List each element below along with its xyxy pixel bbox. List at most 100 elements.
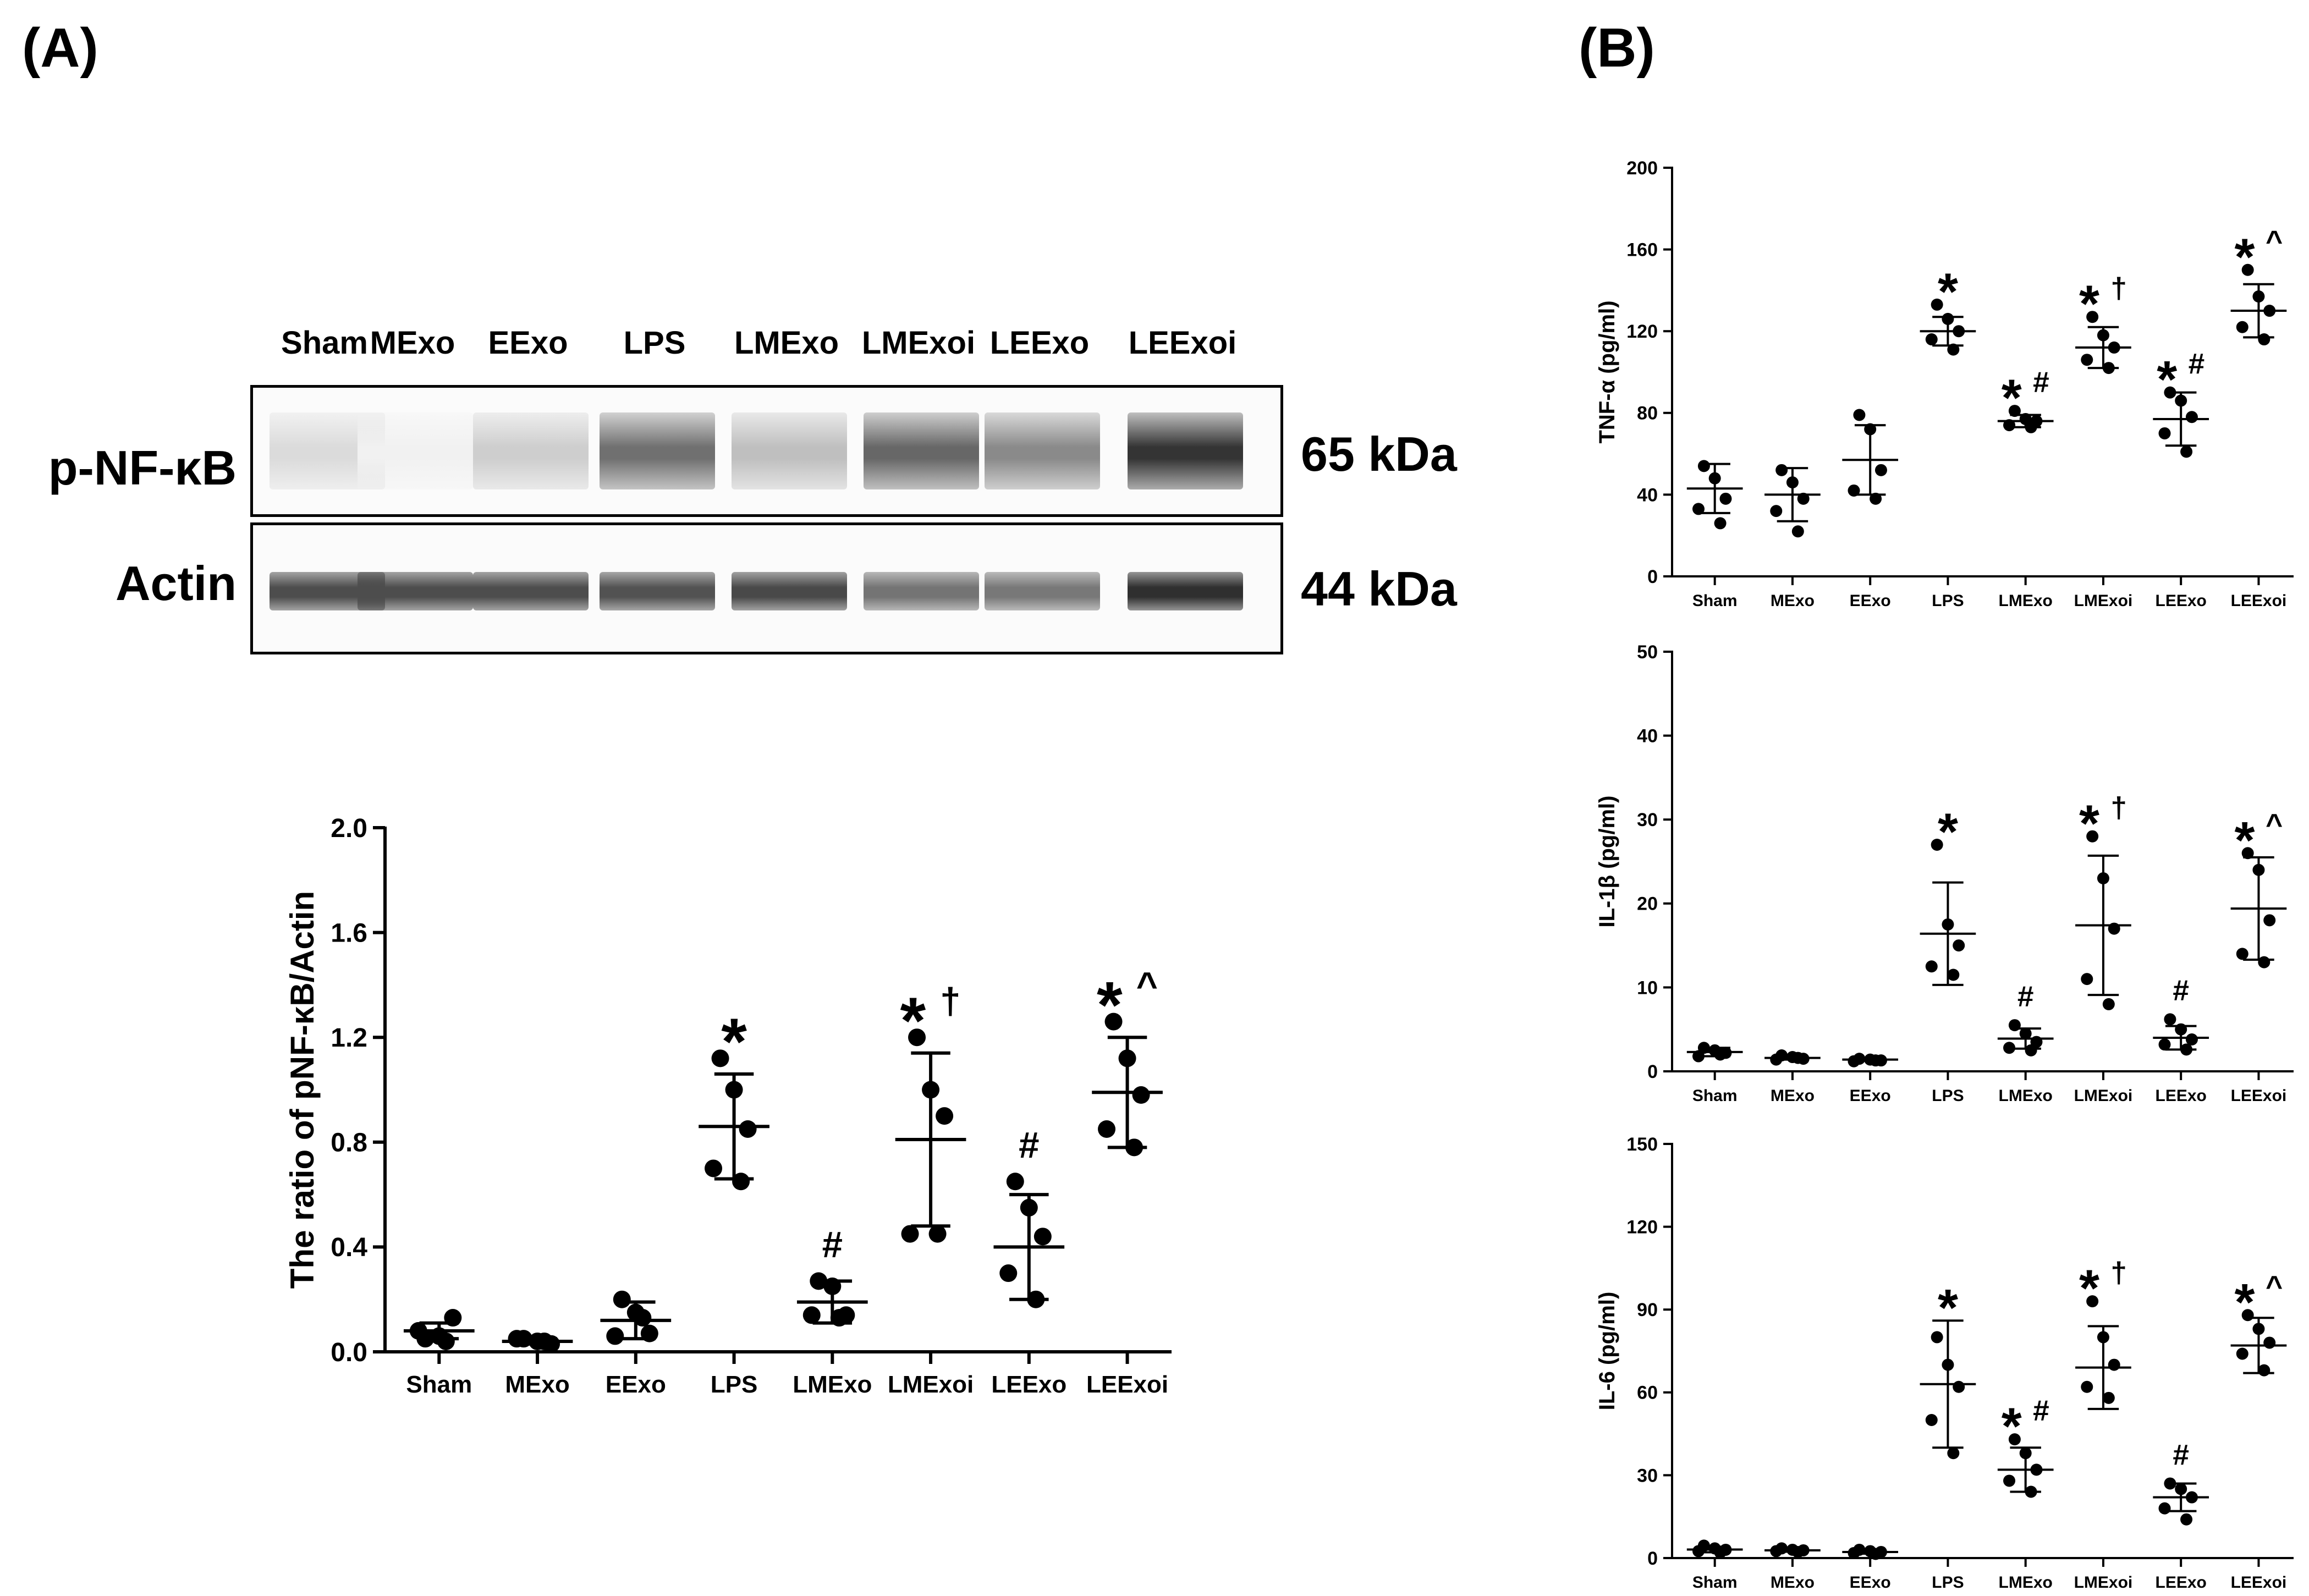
chart-b1-ytick-label: 120 bbox=[1626, 321, 1658, 342]
chart-b3-point-leexoi bbox=[2263, 1336, 2276, 1349]
chart-a-ytick-label: 0.8 bbox=[331, 1129, 367, 1158]
chart-b1-annotation-lps: * bbox=[1938, 262, 1958, 321]
chart-a-point-lmexoi bbox=[936, 1107, 954, 1125]
chart-b3-annotation-lmexoi: * bbox=[2079, 1259, 2099, 1318]
chart-b1-point-lmexoi bbox=[2086, 311, 2099, 323]
blot-lane-label-lps: LPS bbox=[623, 325, 686, 361]
chart-b2-annotation-lps: * bbox=[1938, 803, 1958, 861]
chart-b3-point-lps bbox=[1947, 1447, 1960, 1460]
chart-b3-xtick-label-lps: LPS bbox=[1932, 1573, 1964, 1592]
chart-b2-xtick-label-lmexo: LMExo bbox=[1999, 1087, 2053, 1105]
chart-b2-xtick-label-lmexoi: LMExoi bbox=[2074, 1087, 2133, 1105]
blot-band-actin-mexo bbox=[358, 572, 473, 610]
chart-b1-point-lps bbox=[1931, 298, 1943, 311]
blot-band-actin-eexo bbox=[473, 572, 589, 610]
chart-b1-ytick-label: 0 bbox=[1647, 566, 1658, 587]
chart-b3-point-lmexoi bbox=[2081, 1380, 2093, 1393]
chart-b3-annotation-lmexo: * bbox=[2002, 1397, 2022, 1456]
chart-b2-point-lmexoi bbox=[2102, 998, 2115, 1010]
chart-b3-xtick-label-sham: Sham bbox=[1692, 1573, 1738, 1592]
blot-band-pnfkb-mexo bbox=[358, 412, 473, 489]
chart-b3-ytick-label: 30 bbox=[1637, 1465, 1658, 1486]
chart-b1-ytick-label: 40 bbox=[1637, 485, 1658, 505]
chart-b1-point-sham bbox=[1697, 460, 1710, 472]
chart-a-xtick-label-mexo: MExo bbox=[505, 1371, 569, 1398]
chart-b3-annotation-leexo: # bbox=[2173, 1439, 2189, 1471]
blot-band-actin-lmexo bbox=[732, 572, 847, 610]
chart-b1-point-eexo bbox=[1853, 409, 1866, 421]
chart-a-annotation-leexoi: ^ bbox=[1136, 965, 1158, 1006]
chart-b1-xtick-label-leexoi: LEExoi bbox=[2231, 592, 2287, 610]
chart-a-annotation-lmexoi: † bbox=[940, 981, 960, 1022]
chart-b3-annotation-lmexoi: † bbox=[2110, 1257, 2127, 1289]
chart-a-point-leexoi bbox=[1098, 1120, 1116, 1138]
chart-b2-xtick-label-mexo: MExo bbox=[1771, 1087, 1815, 1105]
chart-b2: 0 10 20 30 40 50 Sham MExo EExo LPS LMExo LMExoi LEE… bbox=[1595, 642, 2294, 1105]
blot-strip-pnfkb bbox=[250, 385, 1283, 517]
chart-b1-point-leexo bbox=[2158, 427, 2171, 439]
chart-b3-annotation-lmexo: # bbox=[2033, 1395, 2049, 1427]
chart-b3-ytick-label: 150 bbox=[1626, 1134, 1658, 1155]
blot-row-name-pnfkb: p-NF-κB bbox=[48, 441, 237, 495]
chart-a-point-lps bbox=[739, 1120, 757, 1138]
chart-b1-point-mexo bbox=[1770, 505, 1783, 518]
chart-b1-point-sham bbox=[1719, 492, 1732, 505]
chart-b2-annotation-leexo: # bbox=[2173, 975, 2189, 1007]
chart-b1-point-leexoi bbox=[2241, 263, 2254, 276]
chart-b1-ytick-label: 160 bbox=[1626, 240, 1658, 261]
chart-b1-point-mexo bbox=[1791, 525, 1804, 538]
chart-b1-xtick-label-lmexoi: LMExoi bbox=[2074, 592, 2133, 610]
blot-lane-label-leexo: LEExo bbox=[989, 325, 1090, 361]
chart-a-ytick-label: 1.2 bbox=[331, 1023, 367, 1053]
chart-a-annotation-lmexo: # bbox=[822, 1224, 843, 1265]
chart-a-ytick-label: 0.0 bbox=[331, 1338, 367, 1367]
chart-b3-y-axis-label: IL-6 (pg/ml) bbox=[1595, 1292, 1619, 1411]
chart-a-xtick-label-leexo: LEExo bbox=[991, 1371, 1066, 1398]
chart-a-point-sham bbox=[437, 1332, 455, 1350]
chart-b3-point-lps bbox=[1925, 1414, 1938, 1426]
chart-b3-point-leexo bbox=[2180, 1513, 2193, 1526]
chart-b1-point-sham bbox=[1714, 517, 1727, 530]
chart-b3-point-lps bbox=[1931, 1331, 1943, 1344]
chart-b2-xtick-label-leexo: LEExo bbox=[2156, 1087, 2207, 1105]
chart-a-xtick-label-lmexo: LMExo bbox=[793, 1371, 872, 1398]
chart-b1-xtick-label-mexo: MExo bbox=[1771, 592, 1815, 610]
chart-a-point-leexo bbox=[999, 1264, 1018, 1283]
chart-a-annotation-lps: * bbox=[721, 1005, 747, 1078]
chart-a-y-axis-label: The ratio of pNF-κB/Actin bbox=[284, 891, 321, 1289]
blot-lane-label-eexo: EExo bbox=[488, 325, 568, 361]
blot-band-pnfkb-lmexo bbox=[732, 412, 847, 489]
blot-band-actin-leexo bbox=[985, 572, 1100, 610]
blot-lane-label-lmexo: LMExo bbox=[734, 325, 839, 361]
chart-b1-xtick-label-leexo: LEExo bbox=[2156, 592, 2207, 610]
chart-b3-ytick-label: 120 bbox=[1626, 1217, 1658, 1238]
chart-b3-point-leexoi bbox=[2236, 1347, 2248, 1360]
chart-b1-xtick-label-lps: LPS bbox=[1932, 592, 1964, 610]
chart-a: 0.0 0.4 0.8 1.2 1.6 2.0 Sham MExo EExo LPS LMExo LM… bbox=[284, 814, 1172, 1398]
blot-band-actin-lmexoi bbox=[864, 572, 979, 610]
chart-b1-point-mexo bbox=[1775, 464, 1788, 476]
chart-b3-point-lmexoi bbox=[2108, 1358, 2120, 1371]
chart-b1-annotation-leexo: * bbox=[2157, 350, 2177, 409]
chart-b1-annotation-leexo: # bbox=[2189, 348, 2205, 380]
chart-b1-point-lmexoi bbox=[2081, 354, 2093, 366]
chart-b2-ytick-label: 50 bbox=[1637, 642, 1658, 663]
chart-b3-point-lmexoi bbox=[2102, 1391, 2115, 1404]
chart-b1-ytick-label: 200 bbox=[1626, 158, 1658, 179]
chart-a-ytick-label: 2.0 bbox=[331, 814, 367, 843]
panel-label-a: (A) bbox=[22, 17, 98, 79]
chart-b1-annotation-lmexoi: * bbox=[2079, 275, 2099, 333]
chart-b2-ytick-label: 30 bbox=[1637, 810, 1658, 830]
chart-a-point-lmexoi bbox=[928, 1225, 947, 1243]
chart-a-point-eexo bbox=[613, 1290, 631, 1308]
chart-b1-xtick-label-eexo: EExo bbox=[1850, 592, 1891, 610]
chart-b3-xtick-label-leexo: LEExo bbox=[2156, 1573, 2207, 1592]
chart-b2-annotation-leexoi: ^ bbox=[2266, 808, 2283, 841]
chart-b2-point-leexo bbox=[2158, 1038, 2171, 1051]
chart-b1-point-leexo bbox=[2185, 411, 2198, 423]
chart-b2-annotation-lmexo: # bbox=[2017, 981, 2034, 1013]
chart-a-point-leexo bbox=[1033, 1228, 1052, 1246]
chart-b3-xtick-label-lmexoi: LMExoi bbox=[2074, 1573, 2133, 1592]
chart-b1-xtick-label-sham: Sham bbox=[1692, 592, 1738, 610]
chart-b2-annotation-lmexoi: † bbox=[2110, 792, 2127, 824]
